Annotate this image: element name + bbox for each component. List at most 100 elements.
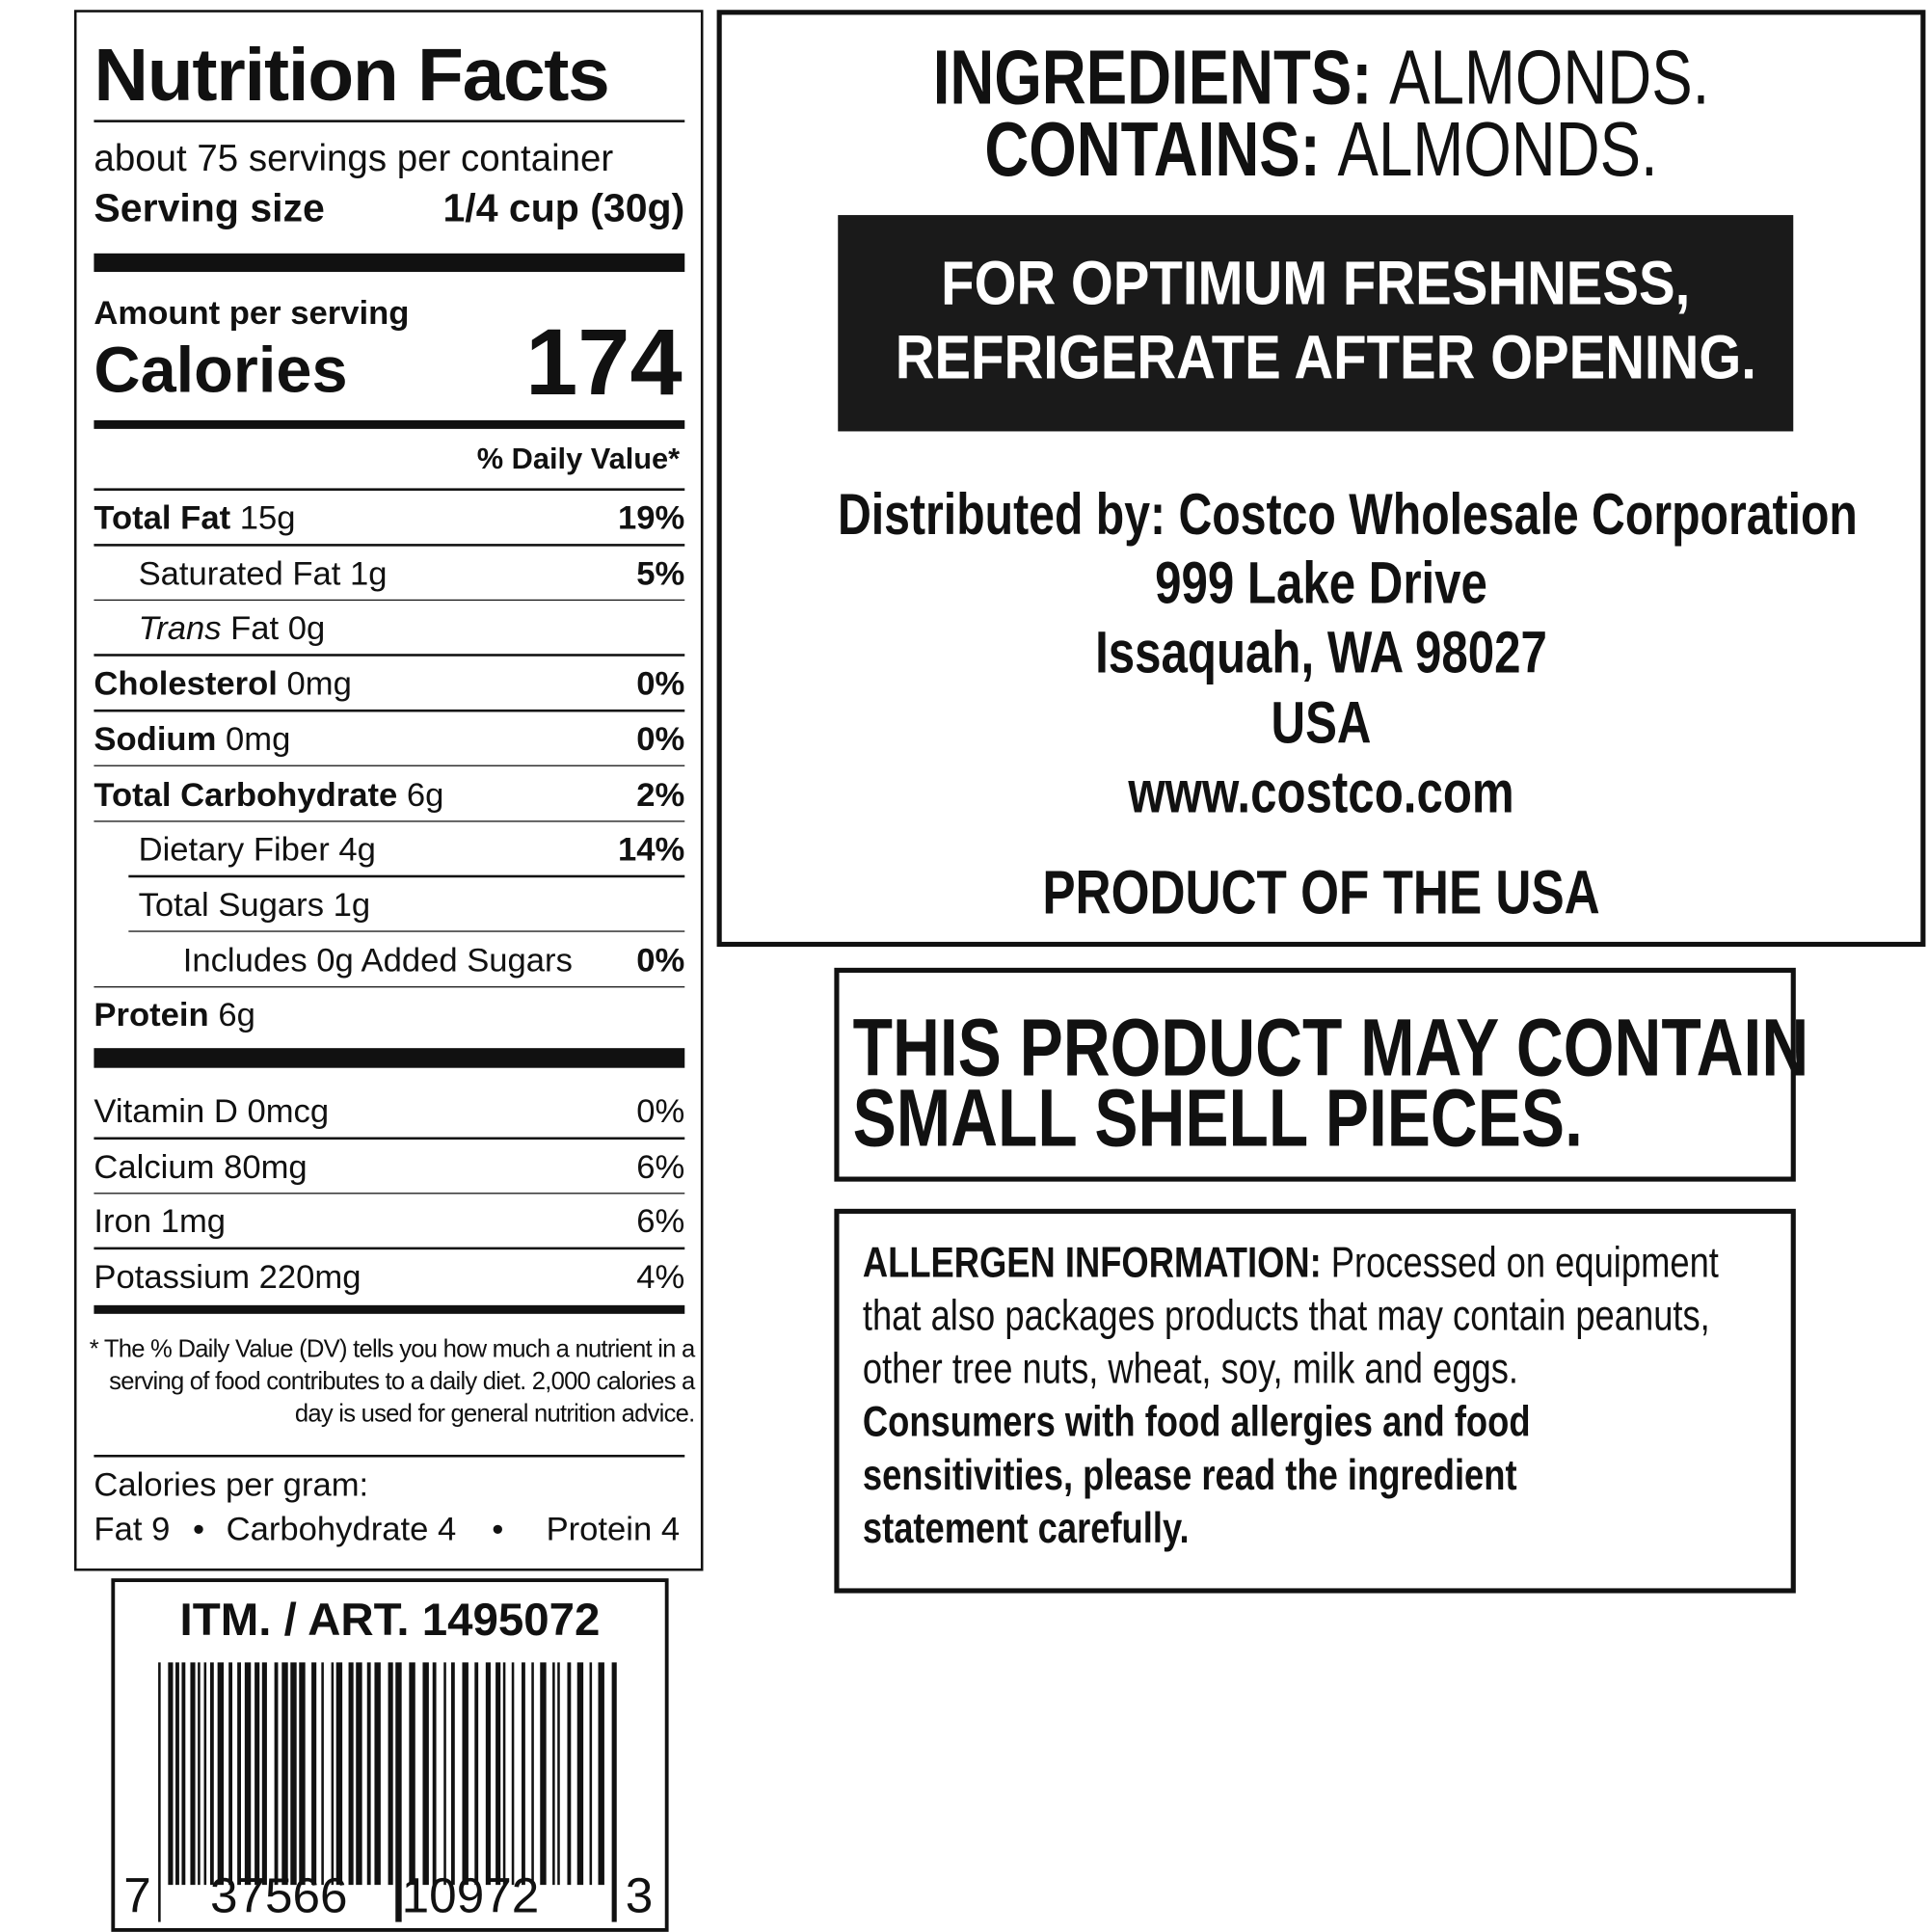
nutrient-name: Sodium [94, 720, 217, 758]
nutrient-label: Trans Fat 0g [94, 610, 326, 647]
nutrient-daily-value: 0% [636, 941, 685, 979]
ingredients-label: INGREDIENTS: [932, 36, 1373, 121]
nutrient-amount: 0mg [286, 664, 352, 703]
bar [589, 1662, 593, 1886]
bar [495, 1662, 501, 1886]
row-rule [94, 1137, 685, 1140]
bar [228, 1662, 233, 1886]
contains-line: CONTAINS: ALMONDS. [838, 106, 1805, 194]
bar [557, 1662, 560, 1886]
nutrient-amount: 6g [406, 775, 444, 813]
shell-warning-box [834, 967, 1796, 1182]
bar [522, 1662, 525, 1886]
nutrient-amount: 0mg [225, 720, 291, 758]
bar [567, 1662, 572, 1886]
ingredients-line: INGREDIENTS: ALMONDS. [838, 35, 1805, 122]
nutrient-label: Total Carbohydrate 6g [94, 775, 443, 812]
row-rule [128, 874, 685, 877]
nutrient-name: Includes 0g Added Sugars [182, 941, 573, 979]
nutrient-label: Includes 0g Added Sugars [94, 941, 573, 979]
bar [198, 1662, 201, 1886]
medium-bar [94, 1304, 685, 1314]
serving-size: 1/4 cup (30g) [442, 185, 685, 230]
bar [374, 1662, 381, 1886]
row-rule [94, 985, 685, 988]
nutrient-daily-value: 19% [617, 498, 685, 537]
vitamin-name: Potassium 220mg [94, 1258, 362, 1296]
cpg-fat: Fat 9 [94, 1510, 171, 1548]
thick-bar [94, 253, 685, 273]
distributor-line: 999 Lake Drive [1155, 550, 1487, 617]
bar [244, 1662, 252, 1886]
nutrient-row: Trans Fat 0g [94, 602, 684, 656]
shell-warning-line: SMALL SHELL PIECES. [852, 1071, 1583, 1164]
bar [388, 1662, 393, 1886]
bullet: • [492, 1510, 504, 1548]
info-box [716, 10, 1926, 948]
row-rule [94, 819, 685, 822]
vitamin-row: Potassium 220mg 4% [94, 1249, 684, 1303]
vitamin-daily-value: 0% [636, 1092, 685, 1130]
nutrient-daily-value: 0% [636, 720, 685, 758]
row-rule [94, 544, 685, 547]
vitamin-daily-value: 6% [636, 1147, 685, 1186]
vitamin-name: Vitamin D 0mcg [94, 1092, 330, 1130]
contains: ALMONDS. [1337, 107, 1658, 193]
bar [576, 1662, 584, 1886]
distributor-line: Issaquah, WA 98027 [1095, 620, 1547, 686]
serving-size-label: Serving size [94, 185, 325, 230]
nutrient-name: Cholesterol [94, 664, 278, 703]
footnote: * The % Daily Value (DV) tells you how m… [89, 1333, 696, 1430]
calories: 174 [525, 309, 683, 416]
bar [540, 1662, 547, 1886]
distributor-line: www.costco.com [1128, 760, 1514, 826]
barcode-digit: 7 [123, 1868, 151, 1923]
nutrient-label: Protein 6g [94, 997, 254, 1033]
nutrient-daily-value: 5% [636, 554, 685, 592]
bar [237, 1662, 242, 1886]
bar [254, 1662, 260, 1886]
nutrient-row: Total Fat 15g 19% [94, 491, 684, 545]
cpg-protein: Protein 4 [546, 1510, 681, 1548]
bar [158, 1662, 161, 1922]
bar [366, 1662, 371, 1886]
bar [175, 1662, 179, 1886]
nutrition-title: Nutrition Facts [94, 33, 609, 117]
origin: PRODUCT OF THE USA [1042, 857, 1600, 927]
thick-bar [94, 1048, 685, 1068]
nutrient-row: Sodium 0mg 0% [94, 711, 684, 765]
allergen-box [834, 1208, 1796, 1594]
rule [94, 1454, 685, 1458]
bar [281, 1662, 288, 1886]
bar [321, 1662, 324, 1886]
bar [450, 1662, 455, 1886]
bar [356, 1662, 362, 1886]
bar [190, 1662, 196, 1886]
bar [299, 1662, 306, 1886]
storage-line: REFRIGERATE AFTER OPENING. [895, 322, 1756, 392]
allergen-body: Processed on equipment that also package… [862, 1238, 1719, 1393]
bullet: • [193, 1510, 205, 1548]
nutrient-name: Protein [94, 996, 209, 1034]
nutrient-name: Total Sugars [138, 886, 325, 924]
nutrient-name: Dietary Fiber [138, 830, 330, 869]
nutrient-label: Total Sugars 1g [94, 886, 371, 924]
bar [432, 1662, 437, 1886]
row-rule [94, 1248, 685, 1250]
nutrient-row: Total Sugars 1g [94, 877, 684, 931]
medium-bar [94, 419, 685, 429]
row-rule [94, 654, 685, 657]
shell-warning-line: THIS PRODUCT MAY CONTAIN [852, 1001, 1809, 1093]
calories-per-gram-label: Calories per gram: [94, 1465, 369, 1503]
contains-label: CONTAINS: [984, 107, 1321, 193]
row-rule [94, 710, 685, 711]
bar [598, 1662, 604, 1886]
vitamin-row: Iron 1mg 6% [94, 1194, 684, 1248]
nutrient-amount: 4g [338, 830, 376, 869]
footnote-text: * The % Daily Value (DV) tells you how m… [89, 1335, 696, 1428]
nutrient-label: Saturated Fat 1g [94, 554, 388, 591]
nutrient-name: Total Fat [94, 498, 231, 537]
nutrient-row: Includes 0g Added Sugars 0% [94, 932, 685, 986]
vitamin-name: Calcium 80mg [94, 1147, 308, 1186]
vitamin-row: Calcium 80mg 6% [94, 1140, 684, 1194]
